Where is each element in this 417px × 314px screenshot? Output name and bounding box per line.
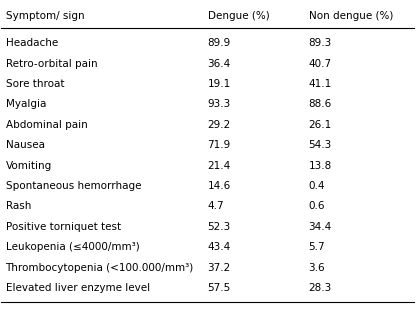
Text: 13.8: 13.8 [309,160,332,171]
Text: 0.6: 0.6 [309,201,325,211]
Text: 57.5: 57.5 [208,283,231,293]
Text: 5.7: 5.7 [309,242,325,252]
Text: 54.3: 54.3 [309,140,332,150]
Text: Leukopenia (≤4000/mm³): Leukopenia (≤4000/mm³) [5,242,139,252]
Text: 71.9: 71.9 [208,140,231,150]
Text: 41.1: 41.1 [309,79,332,89]
Text: 88.6: 88.6 [309,100,332,109]
Text: 26.1: 26.1 [309,120,332,130]
Text: Rash: Rash [5,201,31,211]
Text: 52.3: 52.3 [208,222,231,232]
Text: 0.4: 0.4 [309,181,325,191]
Text: 4.7: 4.7 [208,201,224,211]
Text: Nausea: Nausea [5,140,45,150]
Text: Vomiting: Vomiting [5,160,52,171]
Text: Elevated liver enzyme level: Elevated liver enzyme level [5,283,150,293]
Text: 93.3: 93.3 [208,100,231,109]
Text: Headache: Headache [5,38,58,48]
Text: 14.6: 14.6 [208,181,231,191]
Text: 34.4: 34.4 [309,222,332,232]
Text: 40.7: 40.7 [309,59,332,69]
Text: Myalgia: Myalgia [5,100,46,109]
Text: 89.3: 89.3 [309,38,332,48]
Text: 36.4: 36.4 [208,59,231,69]
Text: Retro-orbital pain: Retro-orbital pain [5,59,97,69]
Text: Thrombocytopenia (<100.000/mm³): Thrombocytopenia (<100.000/mm³) [5,263,194,273]
Text: 43.4: 43.4 [208,242,231,252]
Text: Abdominal pain: Abdominal pain [5,120,87,130]
Text: Positive torniquet test: Positive torniquet test [5,222,121,232]
Text: 29.2: 29.2 [208,120,231,130]
Text: 21.4: 21.4 [208,160,231,171]
Text: 28.3: 28.3 [309,283,332,293]
Text: Spontaneous hemorrhage: Spontaneous hemorrhage [5,181,141,191]
Text: 89.9: 89.9 [208,38,231,48]
Text: Non dengue (%): Non dengue (%) [309,11,393,21]
Text: Dengue (%): Dengue (%) [208,11,269,21]
Text: 37.2: 37.2 [208,263,231,273]
Text: Sore throat: Sore throat [5,79,64,89]
Text: 19.1: 19.1 [208,79,231,89]
Text: 3.6: 3.6 [309,263,325,273]
Text: Symptom/ sign: Symptom/ sign [5,11,84,21]
